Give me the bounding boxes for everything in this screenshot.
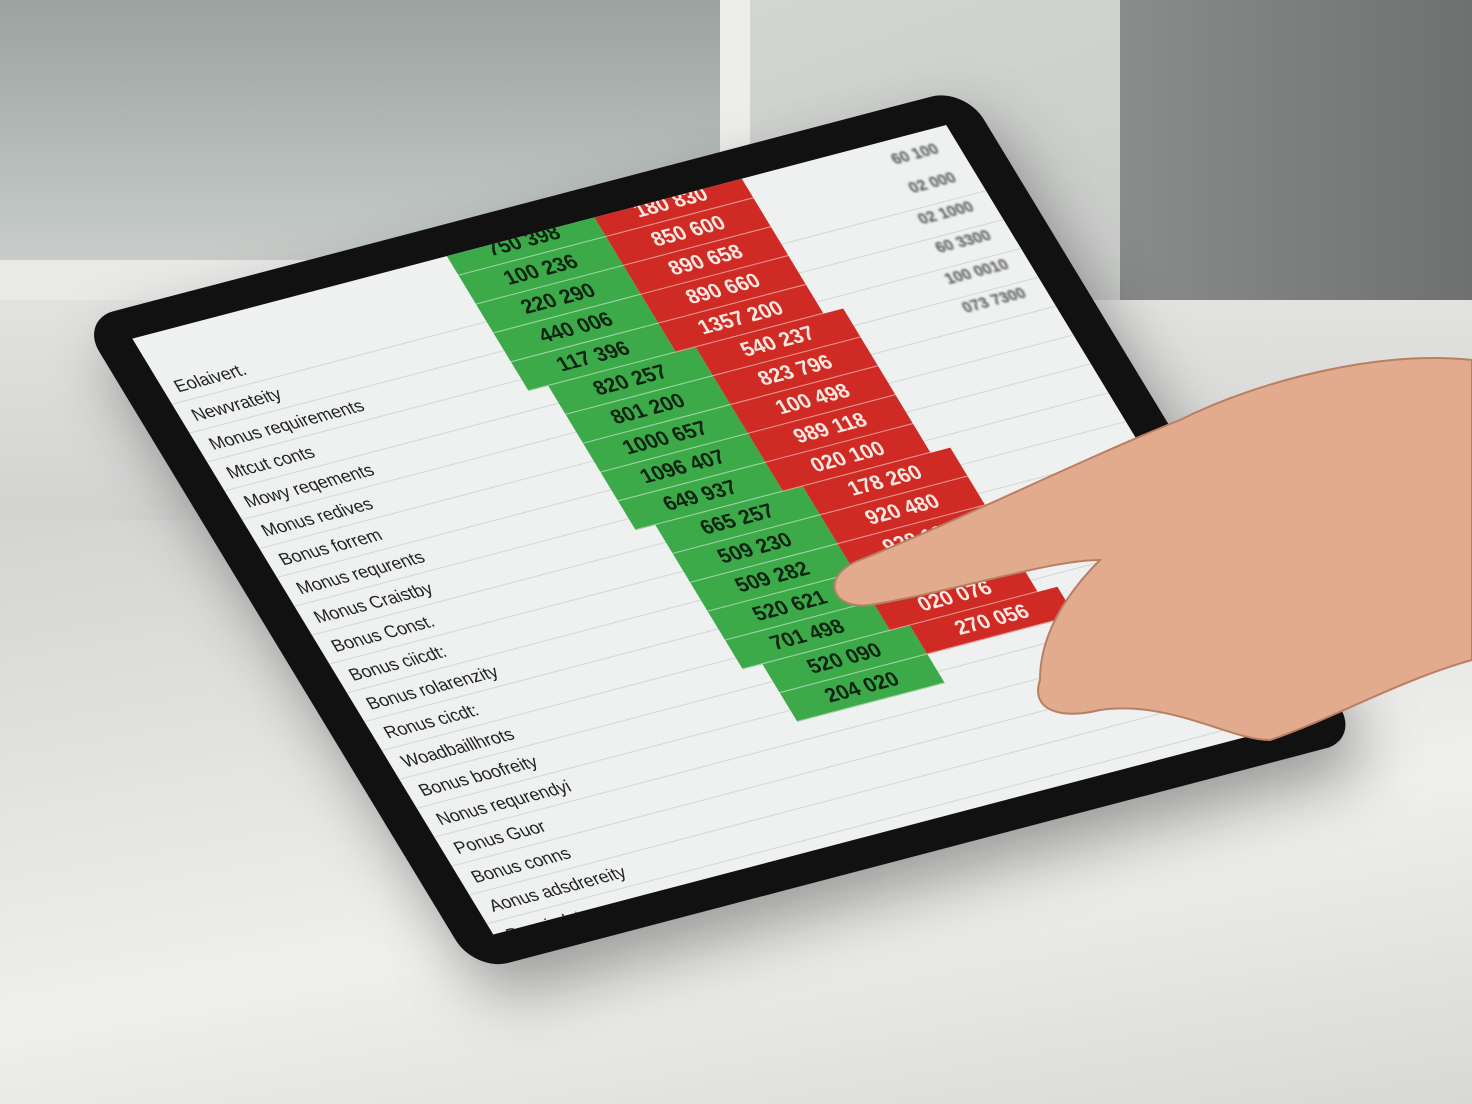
hand-finger <box>833 357 1472 742</box>
